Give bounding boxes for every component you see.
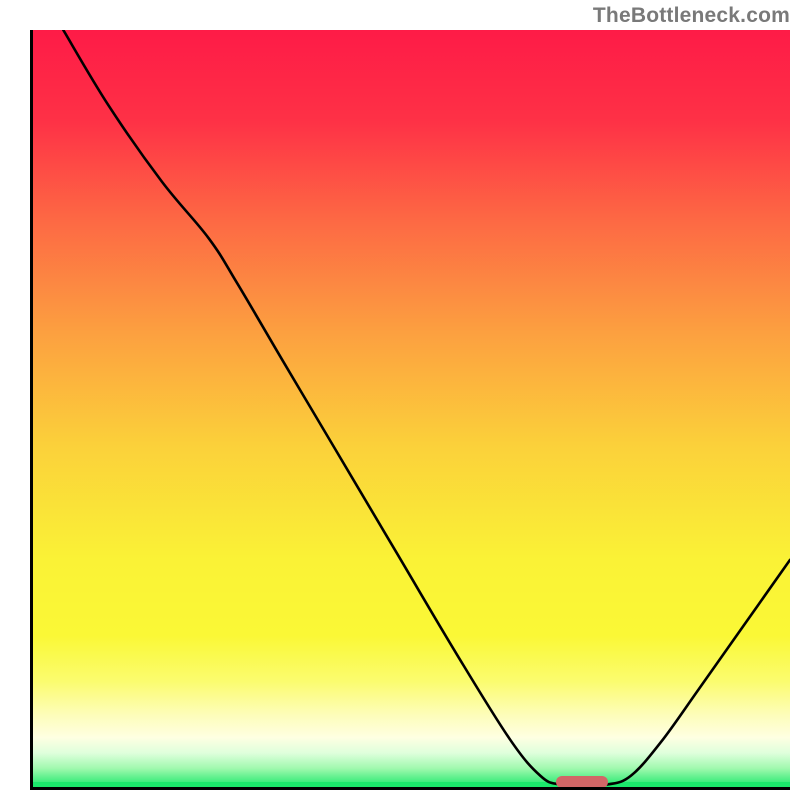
attribution-text: TheBottleneck.com: [593, 4, 790, 28]
optimal-marker: [556, 776, 608, 788]
chart-bottom-band: [33, 782, 790, 787]
chart-background-gradient: [33, 30, 790, 787]
chart-plot-area: [30, 30, 790, 790]
